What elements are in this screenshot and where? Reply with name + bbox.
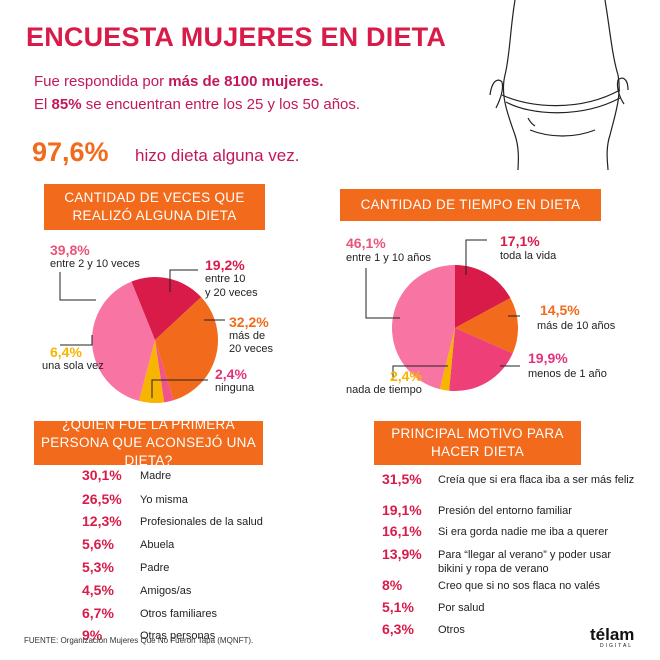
label-pct-mas-10-anios: 14,5% [540, 302, 580, 318]
list-pct: 6,3% [382, 621, 414, 637]
section-header-quien: ¿QUIÉN FUE LA PRIMERA PERSONA QUE ACONSE… [34, 417, 263, 468]
list-label: Amigos/as [140, 585, 192, 597]
list-pct: 6,7% [82, 605, 114, 621]
section-header-tiempo: CANTIDAD DE TIEMPO EN DIETA [340, 189, 601, 221]
label-una-vez: una sola vez [42, 360, 104, 372]
pie-tiempo [391, 265, 519, 391]
list-pct: 31,5% [382, 471, 422, 487]
label-nada-tiempo: nada de tiempo [346, 384, 422, 396]
pie-slice-2 [455, 297, 519, 354]
list-pct: 13,9% [382, 546, 422, 562]
intro-line-1: Fue respondida por más de 8100 mujeres. [34, 73, 323, 90]
list-pct: 12,3% [82, 513, 122, 529]
pie-slice-4 [138, 340, 165, 403]
list-pct: 5,1% [382, 599, 414, 615]
label-pct-una-vez: 6,4% [50, 344, 82, 360]
list-label: Otros familiares [140, 608, 218, 620]
intro-text: El [34, 96, 52, 113]
list-pct: 5,3% [82, 559, 114, 575]
list-pct: 5,6% [82, 536, 114, 552]
list-label: Abuela [140, 539, 175, 551]
label-pct-entre-2-10: 39,8% [50, 242, 90, 258]
telam-logo: télam [590, 625, 635, 644]
section-header-motivo: PRINCIPAL MOTIVO PARA HACER DIETA [374, 421, 581, 465]
list-label: Presión del entorno familiar [438, 505, 572, 517]
list-label: Creo que si no sos flaca no valés [438, 580, 601, 592]
list-label: Yo misma [140, 494, 188, 506]
pie-slice-1 [455, 265, 511, 328]
list-pct: 19,1% [382, 502, 422, 518]
section-header-veces: CANTIDAD DE VECES QUE REALIZÓ ALGUNA DIE… [44, 184, 265, 230]
label-pct-nada-tiempo: 2,4% [390, 368, 422, 384]
list-pct: 4,5% [82, 582, 114, 598]
label-entre-1-10: entre 1 y 10 años [346, 252, 432, 264]
intro-line-2: El 85% se encuentran entre los 25 y los … [34, 96, 360, 113]
label-pct-menos-1-anio: 19,9% [528, 350, 568, 366]
pie-slice-5 [92, 281, 155, 401]
source-note: FUENTE: Organización Mujeres Que No Fuer… [24, 636, 254, 645]
label-pct-ninguna: 2,4% [215, 366, 247, 382]
pie-slice-2 [155, 297, 219, 401]
label-menos-1-anio: menos de 1 año [528, 368, 607, 380]
label-ninguna: ninguna [215, 382, 255, 394]
list-label: Creía que si era flaca iba a ser más fel… [438, 474, 635, 486]
list-label: Padre [140, 562, 170, 574]
list-label: Madre [140, 470, 172, 482]
intro-text: se encuentran entre los 25 y los 50 años… [81, 96, 361, 113]
intro-text: Fue respondida por [34, 73, 169, 90]
list-label: Si era gorda nadie me iba a querer [438, 526, 608, 538]
page-title: ENCUESTA MUJERES EN DIETA [26, 22, 447, 52]
list-label: Por salud [438, 602, 485, 614]
highlight-percentage: 97,6% [32, 137, 109, 167]
label-entre-10-20-b: y 20 veces [205, 287, 258, 299]
label-pct-entre-1-10: 46,1% [346, 235, 386, 251]
list-pct: 30,1% [82, 467, 122, 483]
telam-logo-sub: DIGITAL [600, 643, 634, 649]
label-entre-10-20-a: entre 10 [205, 273, 246, 285]
list-label: Profesionales de la salud [140, 516, 263, 528]
pie-slice-4 [439, 328, 455, 391]
label-pct-entre-10-20: 19,2% [205, 257, 245, 273]
waist-measuring-illustration [489, 0, 629, 170]
pie-slice-5 [391, 265, 455, 390]
label-entre-2-10: entre 2 y 10 veces [50, 258, 140, 270]
pie-slice-1 [131, 277, 202, 340]
label-pct-toda-vida: 17,1% [500, 233, 540, 249]
pie-veces [92, 277, 219, 403]
list-label: Otras personas [140, 630, 216, 642]
intro-highlight: 85% [51, 96, 82, 113]
label-toda-vida: toda la vida [500, 250, 557, 262]
pie-slice-3 [449, 328, 513, 391]
label-mas-20-a: más de [229, 330, 266, 342]
list-pct: 16,1% [382, 523, 422, 539]
list-pct: 9% [82, 627, 103, 643]
list-label: Para “llegar al verano” y poder usar bik… [438, 549, 612, 575]
list-pct: 8% [382, 577, 403, 593]
label-mas-10-anios: más de 10 años [537, 320, 616, 332]
label-mas-20-b: 20 veces [229, 343, 274, 355]
list-pct: 26,5% [82, 491, 122, 507]
label-pct-mas-20: 32,2% [229, 314, 269, 330]
pie-slice-3 [155, 340, 174, 403]
leader-lines [59, 239, 520, 398]
highlight-text: hizo dieta alguna vez. [135, 146, 300, 165]
list-label: Otros [438, 624, 465, 636]
intro-highlight: más de 8100 mujeres. [168, 73, 324, 90]
